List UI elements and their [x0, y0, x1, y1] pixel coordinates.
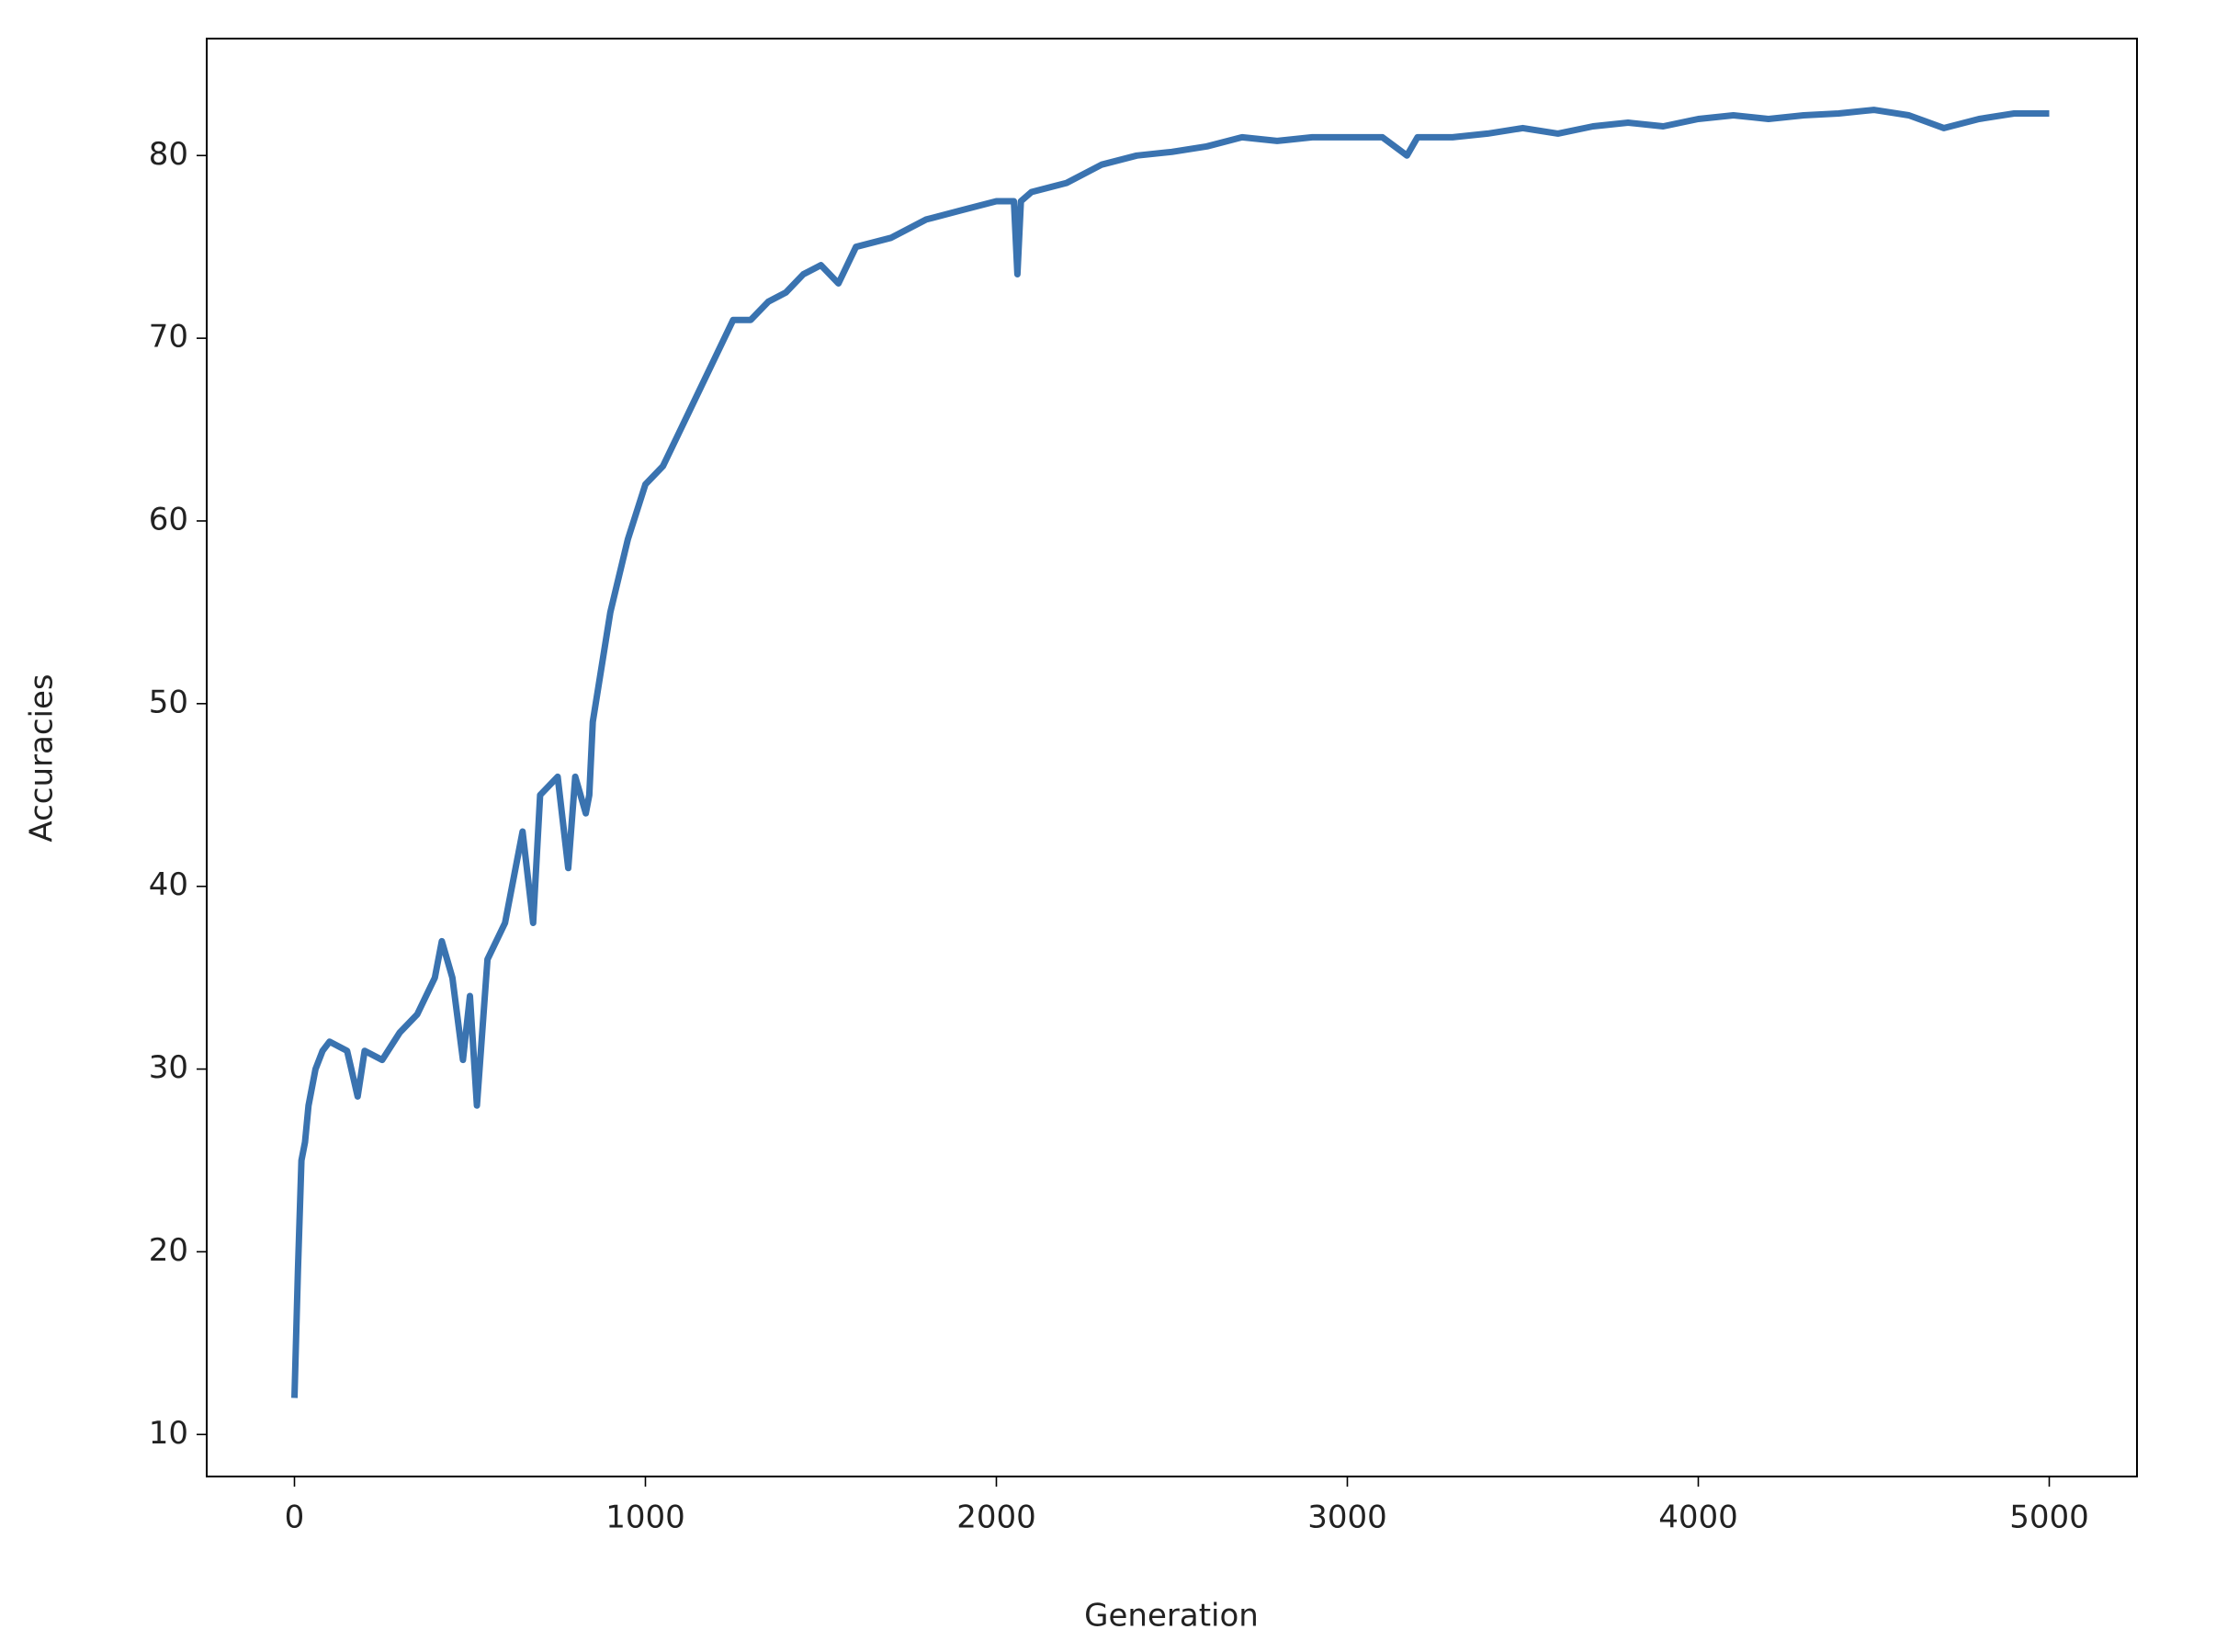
x-tick-label: 5000 [2009, 1499, 2089, 1536]
x-tick-label: 2000 [956, 1499, 1036, 1536]
plot-frame [206, 38, 2138, 1477]
x-tick-label: 0 [285, 1499, 305, 1536]
data-line [291, 107, 2050, 1398]
y-tick-label: 30 [149, 1049, 188, 1086]
x-tick-label: 4000 [1658, 1499, 1738, 1536]
y-tick-label: 20 [149, 1232, 188, 1269]
y-tick-label: 60 [149, 501, 188, 537]
y-tick-label: 40 [149, 866, 188, 903]
y-tick-label: 70 [149, 319, 188, 356]
x-axis-label: Generation [1084, 1598, 1259, 1635]
y-tick-label: 10 [149, 1415, 188, 1452]
y-axis-label: Accuracies [24, 673, 61, 842]
x-tick-label: 1000 [605, 1499, 685, 1536]
y-tick-label: 50 [149, 684, 188, 720]
x-tick-label: 3000 [1307, 1499, 1387, 1536]
y-tick-label: 80 [149, 136, 188, 173]
